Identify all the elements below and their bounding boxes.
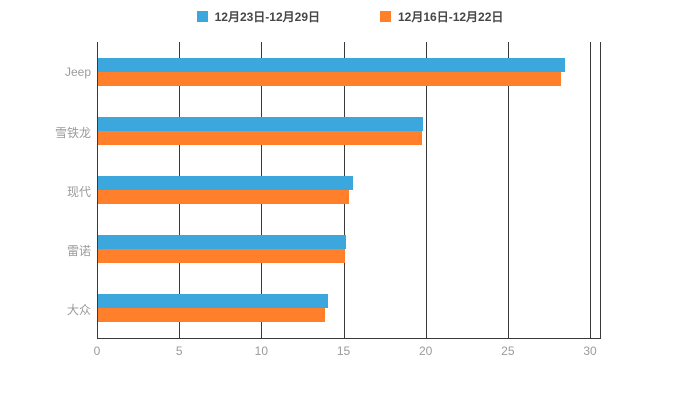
gridline — [425, 42, 427, 338]
y-axis-label: 雪铁龙 — [54, 125, 91, 140]
legend-swatch-blue-icon — [196, 11, 208, 22]
gridline — [97, 42, 98, 338]
y-axis-label: 大众 — [66, 303, 91, 318]
x-tick-label: 10 — [254, 344, 269, 358]
bar-orange-0 — [98, 71, 561, 86]
bar-blue-0 — [98, 57, 565, 72]
bar-blue-4 — [98, 294, 328, 309]
bar-blue-3 — [98, 235, 346, 250]
gridline — [507, 42, 509, 338]
bar-orange-2 — [98, 190, 349, 204]
y-axis-label: 现代 — [66, 185, 91, 199]
legend-item-period-2[interactable]: 12月16日-12月22日 — [380, 8, 503, 25]
bar-orange-1 — [98, 130, 422, 145]
legend-label-period-2: 12月16日-12月22日 — [398, 10, 504, 24]
x-tick-label: 30 — [583, 344, 597, 358]
x-tick-label: 25 — [501, 344, 515, 358]
x-tick-label: 20 — [418, 344, 433, 358]
legend-item-period-1[interactable]: 12月23日-12月29日 — [196, 8, 320, 25]
y-axis-label: 雷诺 — [66, 244, 91, 259]
chart-legend: 12月23日-12月29日 12月16日-12月22日 — [0, 8, 700, 25]
x-axis-line — [97, 338, 601, 339]
legend-label-period-1: 12月23日-12月29日 — [214, 10, 320, 24]
plot-right-border — [600, 42, 601, 338]
x-tick-label: 15 — [336, 344, 351, 358]
x-tick-label: 5 — [175, 344, 183, 358]
bar-blue-2 — [98, 176, 353, 190]
gridline — [590, 42, 591, 338]
x-tick-label: 0 — [93, 344, 101, 358]
legend-swatch-orange-icon — [380, 11, 391, 22]
y-axis-label: Jeep — [64, 64, 91, 79]
bar-orange-3 — [98, 249, 345, 264]
bar-blue-1 — [98, 116, 423, 131]
bar-orange-4 — [98, 308, 325, 323]
